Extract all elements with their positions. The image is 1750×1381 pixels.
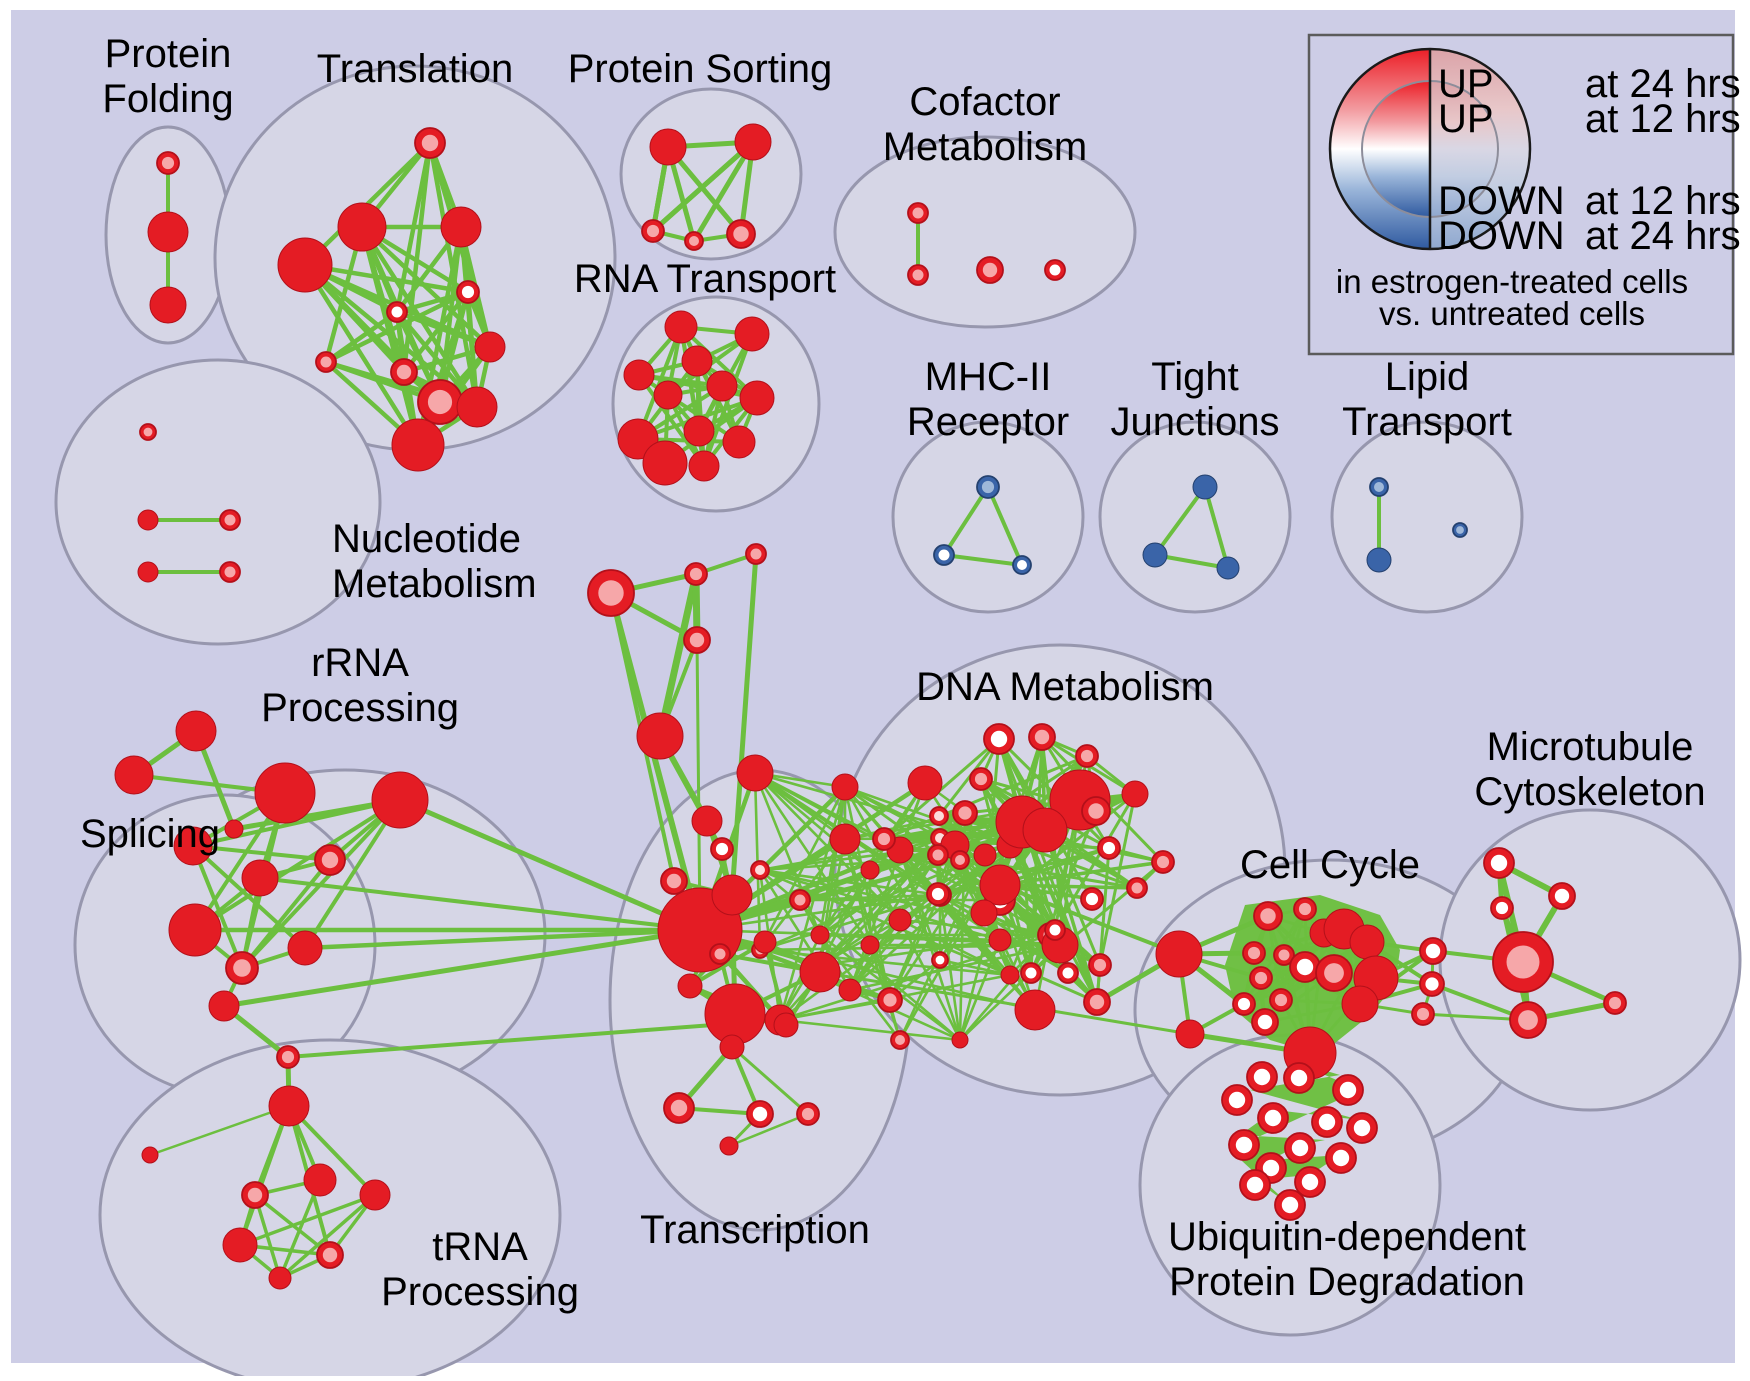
svg-text:DOWN: DOWN [1438, 214, 1565, 258]
svg-text:Receptor: Receptor [907, 400, 1069, 444]
svg-text:at 24 hrs: at 24 hrs [1585, 214, 1741, 258]
svg-text:Metabolism: Metabolism [883, 125, 1088, 169]
svg-text:Splicing: Splicing [80, 812, 220, 856]
svg-text:Microtubule: Microtubule [1487, 725, 1694, 769]
svg-text:Transport: Transport [1342, 400, 1512, 444]
svg-text:Metabolism: Metabolism [332, 562, 537, 606]
svg-text:Cell Cycle: Cell Cycle [1240, 843, 1420, 887]
svg-text:rRNA: rRNA [311, 641, 409, 685]
svg-text:Protein Sorting: Protein Sorting [568, 47, 833, 91]
svg-text:Tight: Tight [1151, 355, 1238, 399]
svg-text:Transcription: Transcription [640, 1208, 870, 1252]
svg-text:Nucleotide: Nucleotide [332, 517, 521, 561]
svg-text:Lipid: Lipid [1385, 355, 1470, 399]
svg-text:vs. untreated cells: vs. untreated cells [1379, 295, 1645, 332]
svg-text:Cofactor: Cofactor [909, 80, 1060, 124]
svg-text:Translation: Translation [317, 47, 513, 91]
svg-text:at 12 hrs: at 12 hrs [1585, 97, 1741, 141]
svg-text:Protein Degradation: Protein Degradation [1169, 1260, 1525, 1304]
svg-text:Cytoskeleton: Cytoskeleton [1474, 770, 1705, 814]
svg-text:Ubiquitin-dependent: Ubiquitin-dependent [1168, 1215, 1526, 1259]
svg-text:DNA Metabolism: DNA Metabolism [916, 665, 1214, 709]
svg-text:Protein: Protein [105, 32, 232, 76]
svg-text:tRNA: tRNA [432, 1225, 528, 1269]
svg-text:RNA Transport: RNA Transport [574, 257, 836, 301]
svg-text:Processing: Processing [381, 1270, 579, 1314]
svg-text:UP: UP [1438, 97, 1494, 141]
svg-text:MHC-II: MHC-II [925, 355, 1052, 399]
svg-text:Junctions: Junctions [1111, 400, 1280, 444]
svg-text:Processing: Processing [261, 686, 459, 730]
svg-text:Folding: Folding [102, 77, 233, 121]
